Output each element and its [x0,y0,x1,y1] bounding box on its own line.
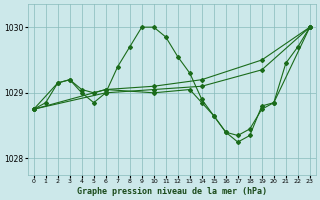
X-axis label: Graphe pression niveau de la mer (hPa): Graphe pression niveau de la mer (hPa) [77,187,267,196]
